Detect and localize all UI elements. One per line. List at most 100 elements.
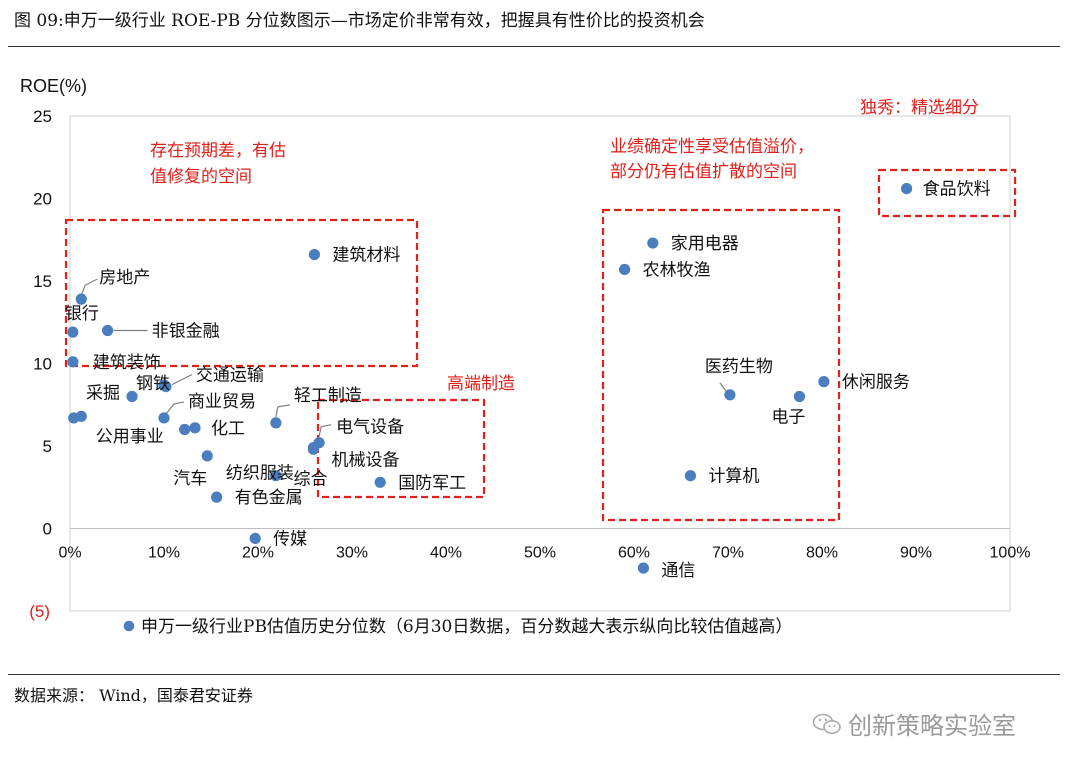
point-label: 建筑装饰 xyxy=(93,353,161,373)
data-points xyxy=(67,183,913,574)
point-label: 房地产 xyxy=(99,268,150,288)
y-tick-label: 0 xyxy=(43,520,52,539)
legend-label: 申万一级行业PB估值历史分位数（6月30日数据，百分数越大表示纵向比较估值越高） xyxy=(141,617,792,637)
leader-line xyxy=(165,401,185,415)
leader-line xyxy=(171,374,193,386)
point-label: 纺织服装 xyxy=(226,464,294,484)
point-label: 食品饮料 xyxy=(923,180,991,200)
annotation-boxes xyxy=(64,168,1017,522)
x-tick-label: 60% xyxy=(618,545,650,562)
y-tick-label: 15 xyxy=(33,272,52,291)
data-point-2 xyxy=(619,263,631,276)
data-point-3 xyxy=(724,389,736,401)
point-label: 化工 xyxy=(211,419,245,439)
data-point-5 xyxy=(793,390,806,403)
data-point-9 xyxy=(75,293,87,305)
chart-legend: 申万一级行业PB估值历史分位数（6月30日数据，百分数越大表示纵向比较估值越高） xyxy=(123,617,792,637)
plot-frame xyxy=(69,115,1011,612)
data-point-10 xyxy=(67,326,79,338)
annotation-high-end: 高端制造 xyxy=(447,374,515,394)
data-source: 数据来源： Wind，国泰君安证券 xyxy=(14,686,253,705)
legend-marker xyxy=(123,620,135,632)
annotation-repair-line1: 存在预期差，有估 xyxy=(150,141,286,161)
data-point-21 xyxy=(201,450,213,462)
annotation-standout: 独秀：精选细分 xyxy=(860,98,979,118)
point-label: 国防军工 xyxy=(398,473,466,493)
point-label: 公用事业 xyxy=(96,427,164,447)
data-point-8 xyxy=(308,249,320,261)
data-point-19 xyxy=(189,422,201,434)
bottom-rule xyxy=(8,674,1060,675)
box-premium-valuation xyxy=(601,208,841,522)
x-tick-label: 10% xyxy=(148,545,180,562)
x-tick-label: 80% xyxy=(806,545,838,562)
data-point-6 xyxy=(684,470,697,482)
x-tick-label: 40% xyxy=(430,545,462,562)
wechat-icon xyxy=(812,713,841,734)
point-label: 家用电器 xyxy=(671,234,739,254)
data-point-0 xyxy=(901,183,913,195)
point-label: 通信 xyxy=(661,561,695,581)
box-standout xyxy=(877,168,1017,218)
box-repair-potential xyxy=(64,218,419,368)
data-point-28 xyxy=(211,491,223,503)
data-point-20 xyxy=(179,423,191,436)
data-point-26 xyxy=(307,443,320,455)
data-point-14 xyxy=(126,390,138,403)
point-label: 商业贸易 xyxy=(188,392,256,412)
point-label: 机械设备 xyxy=(331,451,399,471)
x-tick-label: 70% xyxy=(712,545,744,562)
point-label: 电气设备 xyxy=(336,418,404,438)
watermark: 创新策略实验室 xyxy=(812,706,1016,741)
point-label: 有色金属 xyxy=(235,488,303,508)
leader-line xyxy=(80,278,98,296)
leader-line xyxy=(318,424,332,437)
chart-axes: ROE(%) 25 20 15 10 5 0 (5) 0% 10% 20% 30% 40% 50% 60% 7… xyxy=(20,76,1030,621)
data-point-7 xyxy=(637,562,650,574)
point-label: 采掘 xyxy=(86,384,120,404)
y-tick-label: 5 xyxy=(43,437,52,456)
watermark-text: 创新策略实验室 xyxy=(848,712,1016,740)
figure-title: 图 09:申万一级行业 ROE-PB 分位数图示—市场定价非常有效，把握具有性价… xyxy=(14,11,705,31)
scatter-chart: ROE(%) 25 20 15 10 5 0 (5) 0% 10% 20% 30% 40% 50% 60% 7… xyxy=(20,76,1030,637)
point-label: 交通运输 xyxy=(196,366,264,386)
point-label: 汽车 xyxy=(173,469,207,489)
data-point-15 xyxy=(158,379,170,391)
x-tick-label: 0% xyxy=(58,545,81,562)
data-point-12 xyxy=(67,356,79,368)
point-label: 建筑材料 xyxy=(332,246,400,266)
x-tick-label: 100% xyxy=(990,545,1031,562)
x-tick-label: 20% xyxy=(242,545,274,562)
annotation-premium-line2: 部分仍有估值扩散的空间 xyxy=(610,162,797,182)
y-tick-label: 20 xyxy=(33,190,52,209)
x-tick-label: 30% xyxy=(336,545,368,562)
data-point-22 xyxy=(270,470,282,482)
point-label: 钢铁 xyxy=(136,374,170,394)
leader-line xyxy=(719,382,727,392)
leader-lines xyxy=(80,278,727,437)
y-tick-label: (5) xyxy=(29,602,50,621)
leader-line xyxy=(275,404,290,418)
point-label: 传媒 xyxy=(273,529,307,549)
data-point-4 xyxy=(818,376,830,388)
point-label: 医药生物 xyxy=(705,357,773,377)
point-label: 农林牧渔 xyxy=(643,260,711,280)
point-label: 综合 xyxy=(293,469,327,489)
x-tick-label: 90% xyxy=(900,545,932,562)
top-rule xyxy=(8,46,1060,47)
point-label: 休闲服务 xyxy=(842,373,910,393)
point-label: 电子 xyxy=(771,408,805,428)
annotation-premium-line1: 业绩确定性享受估值溢价， xyxy=(610,137,814,157)
point-label: 轻工制造 xyxy=(294,386,362,406)
point-label: 银行 xyxy=(65,304,99,324)
data-point-1 xyxy=(647,237,659,249)
data-point-27 xyxy=(374,476,386,488)
data-point-18 xyxy=(75,410,87,422)
data-point-16 xyxy=(158,412,170,424)
data-point-11 xyxy=(102,324,114,337)
point-label: 计算机 xyxy=(708,467,759,487)
y-tick-label: 25 xyxy=(33,107,52,126)
y-axis-label: ROE(%) xyxy=(20,76,87,96)
